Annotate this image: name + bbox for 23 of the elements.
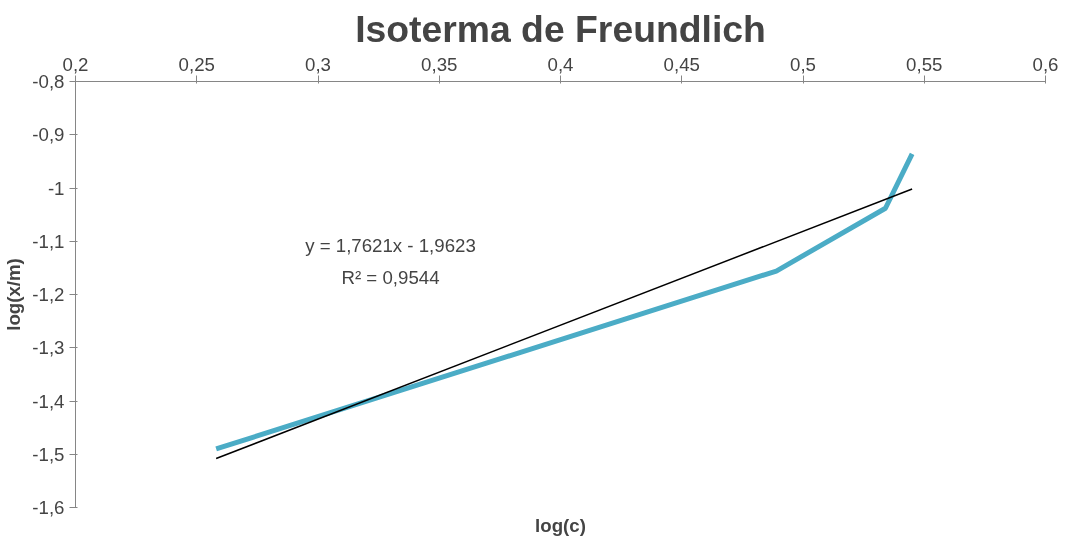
y-tick-label: -1,4	[32, 390, 65, 412]
chart-title: Isoterma de Freundlich	[355, 7, 766, 50]
y-tick-label: -1,6	[32, 497, 65, 518]
annotation: y = 1,7621x - 1,9623	[305, 235, 476, 256]
x-tick-label: 0,3	[305, 53, 331, 75]
x-tick-label: 0,5	[790, 53, 816, 75]
x-tick-label: 0,6	[1032, 53, 1059, 75]
y-tick-label: -0,9	[32, 124, 65, 146]
x-tick-label: 0,2	[62, 53, 89, 75]
y-tick-label: -1,3	[32, 337, 65, 359]
x-axis-title: log(c)	[535, 514, 586, 536]
x-tick-label: 0,25	[178, 53, 215, 75]
y-tick-label: -1	[47, 177, 65, 199]
y-axis-title: log(x/m)	[3, 258, 25, 331]
y-tick-label: -1,1	[32, 230, 65, 252]
annotation: R² = 0,9544	[341, 267, 440, 288]
x-tick-label: 0,45	[663, 53, 700, 75]
x-tick-label: 0,4	[547, 53, 574, 75]
x-tick-label: 0,55	[906, 53, 943, 75]
y-tick-label: -0,8	[32, 71, 65, 92]
y-tick-label: -1,5	[32, 443, 65, 465]
y-tick-label: -1,2	[32, 284, 65, 305]
x-tick-label: 0,35	[421, 53, 458, 75]
